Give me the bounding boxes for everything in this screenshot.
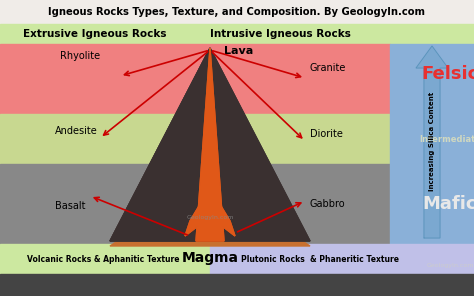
Text: Mafic: Mafic (423, 195, 474, 213)
Text: Diorite: Diorite (310, 129, 343, 139)
Text: Extrusive Igneous Rocks: Extrusive Igneous Rocks (23, 29, 167, 39)
Text: GeologyIn.com: GeologyIn.com (426, 263, 474, 268)
Text: Intermediate: Intermediate (419, 134, 474, 144)
Text: Plutonic Rocks  & Phaneritic Texture: Plutonic Rocks & Phaneritic Texture (241, 255, 399, 263)
Bar (0, 44, 390, 114)
Bar (0, 164, 390, 244)
Text: Intrusive Igneous Rocks: Intrusive Igneous Rocks (210, 29, 350, 39)
Bar (0, 24, 474, 44)
Text: Basalt: Basalt (55, 201, 85, 211)
Text: Felsic: Felsic (421, 65, 474, 83)
Polygon shape (110, 48, 310, 241)
Polygon shape (205, 211, 215, 236)
Polygon shape (110, 48, 210, 241)
Polygon shape (218, 201, 235, 236)
Polygon shape (196, 48, 224, 241)
Polygon shape (196, 48, 224, 241)
Text: Granite: Granite (310, 63, 346, 73)
Text: Lava: Lava (224, 46, 253, 56)
Bar (0, 0, 474, 24)
Text: Andesite: Andesite (55, 126, 98, 136)
Bar (210, 244, 474, 274)
Text: Igneous Rocks Types, Texture, and Composition. By GeologyIn.com: Igneous Rocks Types, Texture, and Compos… (48, 7, 426, 17)
Text: Magma: Magma (182, 251, 238, 265)
Bar (0, 244, 210, 274)
Bar (390, 44, 474, 244)
Polygon shape (416, 46, 448, 238)
Polygon shape (185, 201, 202, 236)
Text: Gabbro: Gabbro (310, 199, 346, 209)
Bar (0, 114, 390, 164)
Text: Volcanic Rocks & Aphanitic Texture: Volcanic Rocks & Aphanitic Texture (27, 255, 179, 263)
Bar (0, 274, 474, 296)
Text: Rhyolite: Rhyolite (60, 51, 100, 61)
Polygon shape (185, 201, 202, 236)
Text: Increasing Silica Content: Increasing Silica Content (429, 91, 435, 191)
Polygon shape (110, 181, 310, 246)
Text: GeologyIn.com: GeologyIn.com (186, 215, 234, 221)
Polygon shape (218, 201, 235, 236)
Polygon shape (110, 48, 310, 241)
